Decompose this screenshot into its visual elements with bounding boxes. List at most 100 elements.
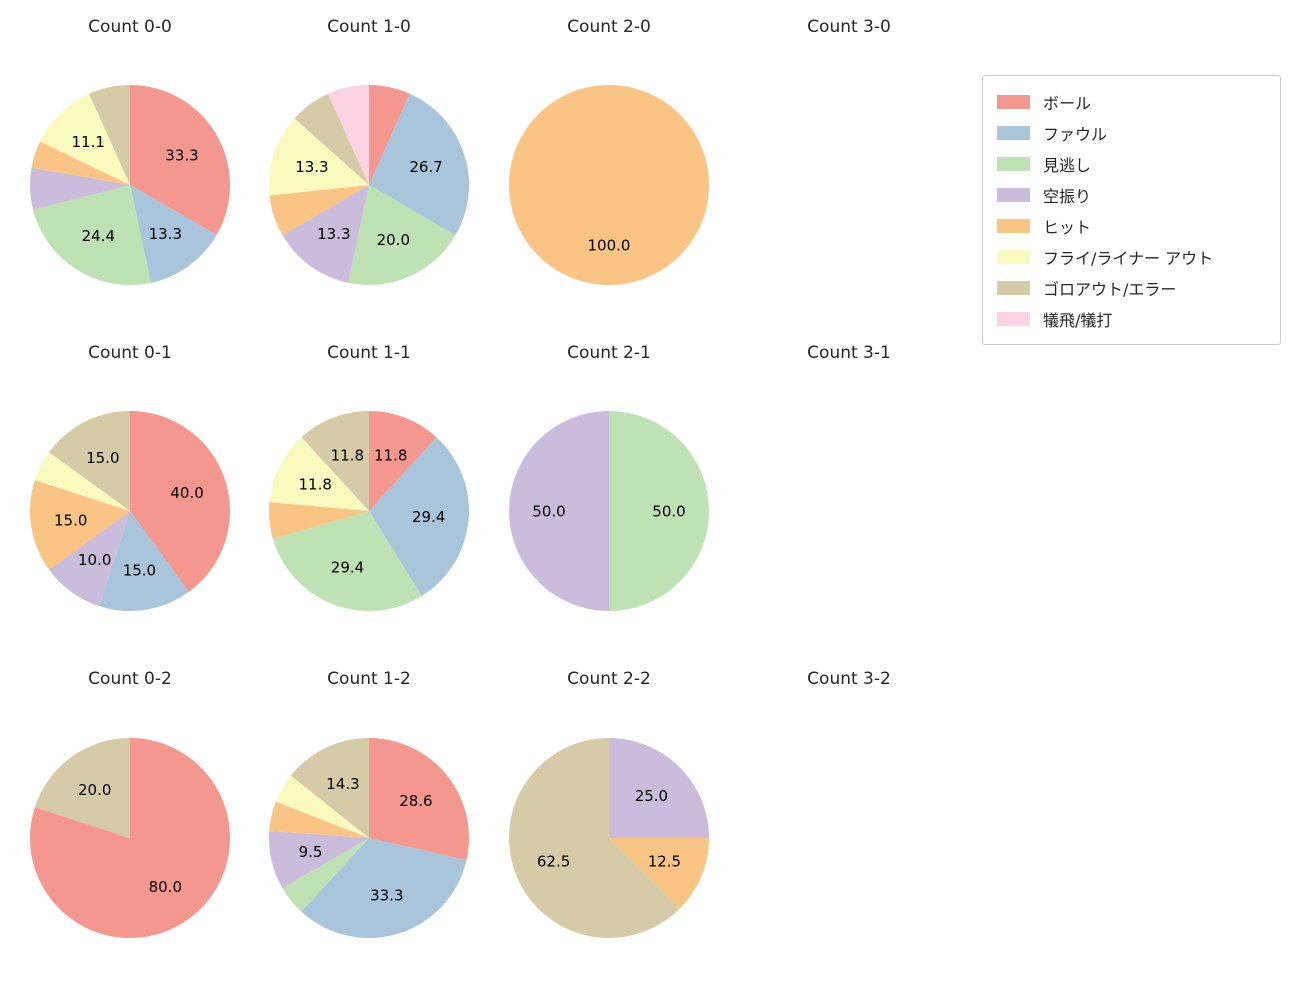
pie-slice [99,511,189,612]
percent-label: 100.0 [588,236,631,254]
percent-label: 40.0 [170,484,203,502]
pie-slice [282,185,369,283]
pie-slice [272,511,422,611]
percent-label: 33.3 [370,887,403,905]
percent-label: 10.0 [78,551,111,569]
percent-label: 33.3 [165,146,198,164]
percent-label: 11.1 [71,133,104,151]
percent-label: 20.0 [377,231,410,249]
chart-title: Count 1-1 [327,343,411,363]
percent-label: 13.3 [317,225,350,243]
pie-chart: 50.0 50.0 [509,411,709,611]
pie-slice [301,411,369,511]
chart-title: Count 3-2 [807,669,891,689]
pie-chart: 11.829.429.411.811.8 [269,411,469,611]
pie-slice [34,452,130,511]
pie-slice [130,411,230,592]
legend-item: ヒット [997,210,1266,241]
pie-slice [29,480,130,570]
chart-title: Count 3-0 [807,17,891,37]
legend-swatch-swinging-strike [997,187,1030,202]
pie-slice [89,85,130,185]
pie-slice [33,185,151,286]
chart-title: Count 0-1 [88,343,172,363]
percent-label: 15.0 [86,449,119,467]
pie-slice [290,738,369,838]
pie-slice [509,85,709,285]
pie-slice [609,738,709,838]
percent-label: 13.3 [149,225,182,243]
pie-slice [49,511,130,607]
pie-slice [369,738,469,861]
chart-title: Count 2-0 [567,17,651,37]
pie-slice [328,85,369,185]
percent-label: 13.3 [295,158,328,176]
legend-label: 見逃し [1043,155,1092,175]
legend-item: ボール [997,86,1266,117]
chart-title: Count 1-0 [327,17,411,37]
pie-chart: 80.0 20.0 [29,738,230,938]
legend: ボール ファウル 見逃し 空振り ヒット フライ/ライナー アウト ゴロアウト/エラー 犠飛/… [982,75,1281,345]
pie-slice [130,185,217,283]
percent-label: 62.5 [537,852,570,870]
percent-label: 29.4 [412,508,445,526]
pie-slice [508,738,680,938]
legend-swatch-sacrifice [997,311,1030,326]
percent-label: 15.0 [54,512,87,530]
pie-slice [269,502,369,539]
pie-slice [34,738,130,838]
percent-label: 29.4 [331,558,364,576]
pie-chart: 26.7 20.0 13.3 13.3 [268,85,470,286]
pie-slice [348,185,456,286]
pie-slice [509,411,609,611]
pie-chart: 28.6 33.3 9.5 14.3 [269,738,469,938]
pie-slice [369,437,469,596]
pie-slice [49,411,130,511]
percent-label: 25.0 [635,787,668,805]
pie-chart: 25.0 12.5 62.5 [508,738,709,938]
legend-label: 犠飛/犠打 [1043,310,1113,330]
percent-label: 24.4 [82,227,115,245]
pie-slice [275,775,369,838]
pie-chart: 100.0 [509,85,709,285]
percent-label: 14.3 [326,775,359,793]
pie-slice [269,801,369,838]
chart-title: Count 3-1 [807,343,891,363]
pie-slice [369,93,470,236]
legend-swatch-foul [997,125,1030,140]
legend-label: ファウル [1043,124,1108,144]
percent-label: 12.5 [648,852,681,870]
pie-slice [301,838,467,938]
legend-item: ゴロアウト/エラー [997,272,1266,303]
pie-slice [269,185,369,236]
pie-slice [294,93,369,185]
chart-title: Count 2-1 [567,343,651,363]
legend-item: 見逃し [997,148,1266,179]
pie-slice [369,411,437,511]
pie-slice [609,411,709,611]
chart-title: Count 1-2 [327,669,411,689]
percent-label: 15.0 [123,562,156,580]
percent-label: 9.5 [299,843,323,861]
pie-slice [29,738,230,938]
percent-label: 11.8 [298,476,331,494]
pie-slice [268,118,369,196]
legend-label: フライ/ライナー アウト [1043,248,1214,268]
pie-slice [282,838,369,912]
legend-item: 犠飛/犠打 [997,303,1266,334]
legend-swatch-ground-out-error [997,280,1030,295]
legend-label: ゴロアウト/エラー [1043,279,1177,299]
percent-label: 11.8 [374,446,407,464]
pie-slice [130,85,230,235]
percent-label: 11.8 [331,446,364,464]
pie-slice [369,85,410,185]
percent-label: 28.6 [399,792,432,810]
chart-title: Count 0-0 [88,17,172,37]
percent-label: 26.7 [409,158,442,176]
pie-slice [269,830,369,889]
pie-chart: 33.3 13.3 24.4 11.1 [29,85,230,286]
legend-swatch-called-strike [997,156,1030,171]
pie-slice [609,838,709,909]
pie-slice [29,167,130,210]
